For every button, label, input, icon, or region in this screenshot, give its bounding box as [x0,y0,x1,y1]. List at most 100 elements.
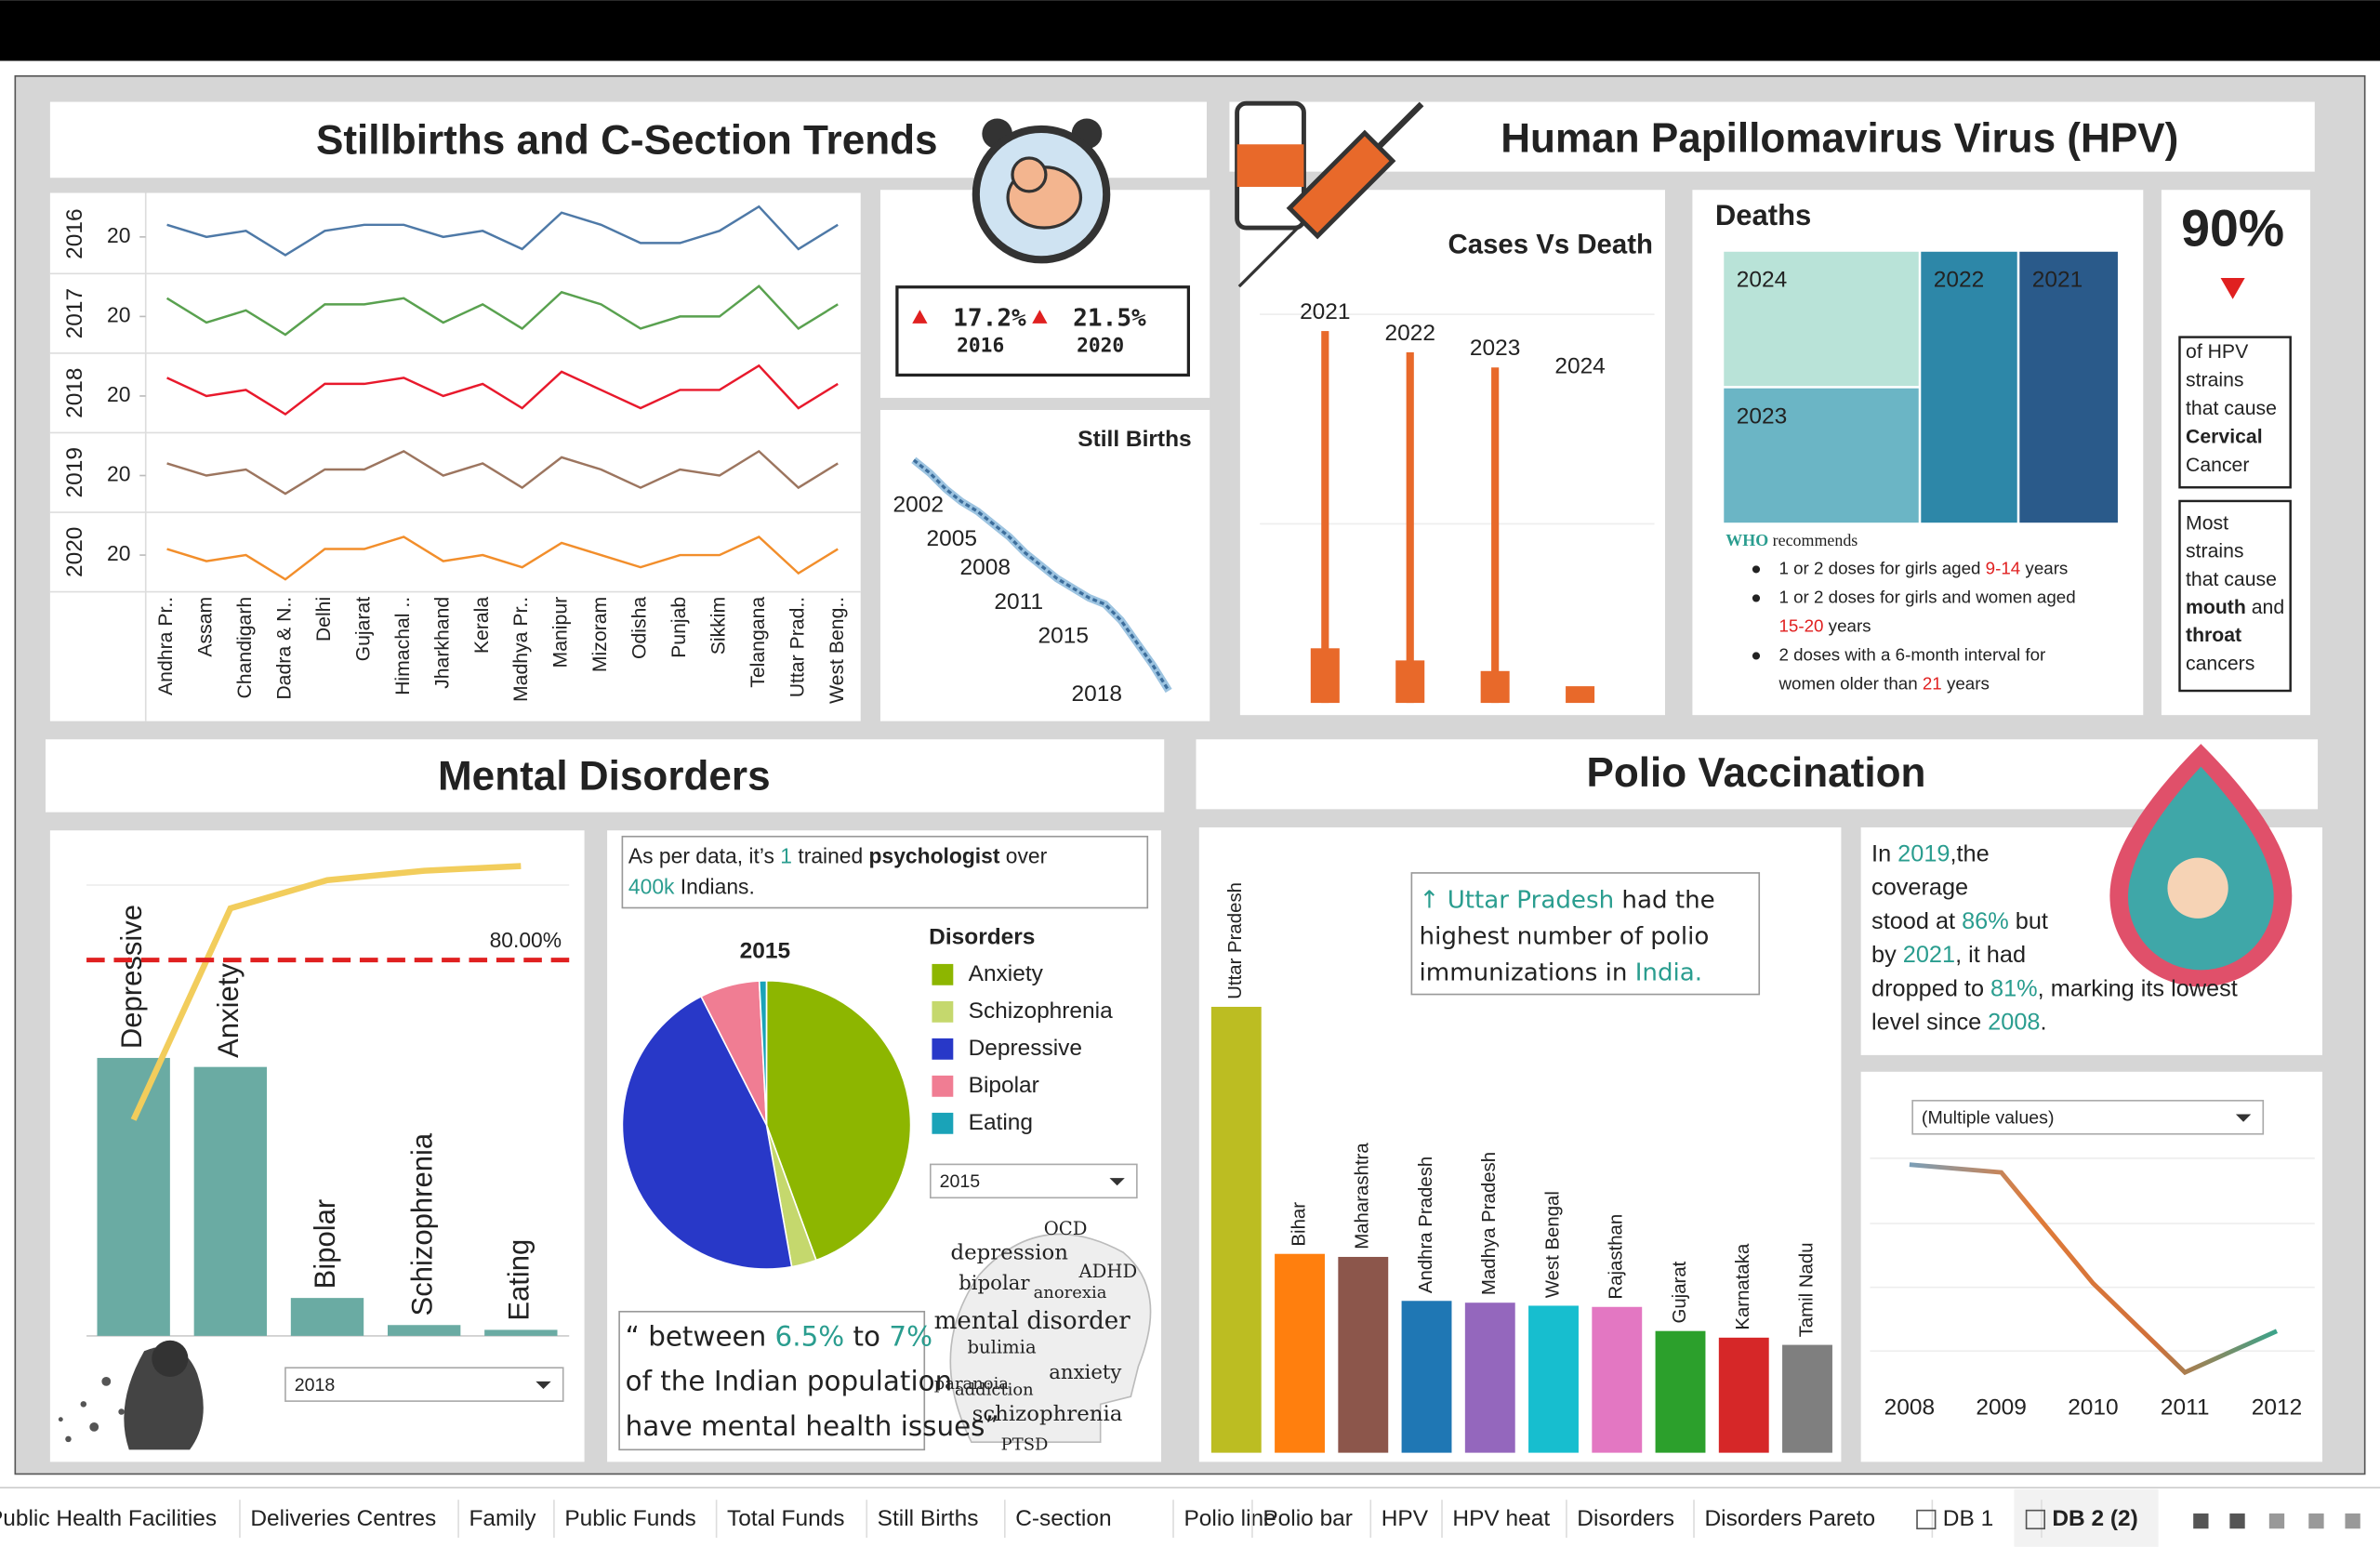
chart-title: Cases Vs Death [1448,229,1653,259]
note-text: highest number of polio [1420,922,1710,950]
bar [1210,1006,1262,1453]
polio-text-part: dropped to [1871,975,1990,1001]
who-bullet: 15-20 years [1778,615,1871,635]
dropdown [1911,1100,2265,1135]
figure-head [152,1340,189,1377]
tab[interactable]: Polio line [1183,1506,1276,1531]
bullet [1752,565,1761,574]
who-heading-part: WHO [1726,531,1768,549]
nav-button[interactable] [2268,1513,2285,1529]
note-text: As per data, it’s 1 trained psychologist… [628,844,1048,868]
treemap-label: 2022 [1934,268,1984,293]
tab[interactable]: DB 1 [1943,1506,1993,1531]
bar-label: Anxiety [212,963,245,1058]
bar-label: Depressive [115,905,148,1049]
legend-swatch [932,963,954,985]
quote-text: of the Indian population [626,1365,953,1396]
dropdown [930,1163,1138,1199]
pie-slice [758,980,768,1126]
tab[interactable]: C-section [1015,1506,1111,1531]
nav-button[interactable] [2308,1513,2324,1529]
who-bullet: women older than 21 years [1778,673,1989,693]
nav-button[interactable] [2229,1513,2245,1529]
note-box [1410,872,1761,996]
bar-label: West Bengal [1542,1191,1563,1298]
x-tick-label: Kerala [471,597,493,654]
tab[interactable]: Polio bar [1263,1506,1353,1531]
bar [1480,670,1510,704]
stat-text: strains [2186,369,2244,390]
polio-text-part: by [1871,942,1903,968]
legend-label: Bipolar [969,1073,1039,1098]
y-tick-label: 20 [107,462,130,486]
polio-text: coverage [1871,874,1968,900]
note-text-part: As per data, it’s [628,844,780,868]
quote-text-part: “ between [626,1320,775,1352]
polio-text-part: . [2040,1009,2046,1035]
silhouette-icon [58,1340,204,1450]
tab[interactable]: Public Funds [564,1506,695,1531]
dropdown-value: 2018 [295,1375,336,1395]
bar-label: Eating [503,1239,536,1321]
tab-icon [1916,1509,1937,1530]
baby-face [2167,857,2228,919]
tab[interactable]: Family [469,1506,536,1531]
bullet [1752,652,1761,660]
wordcloud-word: mental disorder [934,1307,1131,1335]
treemap-cell [1721,386,1922,525]
kpi-value: 17.2% [953,305,1026,333]
stat-text-part: that cause [2186,398,2277,419]
stat-text: strains [2186,540,2244,562]
quote-text-part: 7% [889,1320,932,1352]
polio-text-part: stood at [1871,908,1962,934]
x-tick-label: Chandigarh [234,597,256,699]
kpi-box [895,285,1190,377]
who-bullet-part: 1 or 2 doses for girls and women aged [1778,587,2075,606]
bar [1310,648,1340,704]
polio-text-part: , marking its lowest [2038,975,2238,1001]
line-series [166,364,839,416]
treemap-label: 2024 [1737,268,1787,293]
tab[interactable]: Disorders [1577,1506,1674,1531]
chart-title: Deaths [1715,199,1811,231]
x-tick-label: Odisha [629,597,651,659]
tab[interactable]: Public Health Facilities [0,1506,217,1531]
tab[interactable]: HPV heat [1452,1506,1550,1531]
tab[interactable]: Disorders Pareto [1704,1506,1875,1531]
who-bullet-part: 9-14 [1986,558,2021,577]
stat-text-part: Cervical [2186,426,2263,447]
bar-label: Andhra Pradesh [1416,1157,1436,1293]
tab[interactable]: Deliveries Centres [250,1506,436,1531]
tab[interactable]: DB 2 (2) [2052,1506,2137,1531]
x-tick-label: Gujarat [352,597,374,662]
quote-box [618,1310,926,1451]
quote-text: have mental health issues” [626,1409,999,1441]
tab[interactable]: Still Births [878,1506,979,1531]
section-title: Polio Vaccination [1586,750,1925,796]
who-bullet: 1 or 2 doses for girls aged 9-14 years [1778,558,2068,577]
bar [193,1066,268,1336]
x-tick-label: Himachal .. [392,597,414,695]
active-tab [2014,1488,2159,1547]
nav-button[interactable] [2345,1513,2360,1529]
x-tick-label: 2012 [2252,1395,2302,1421]
tab[interactable]: HPV [1382,1506,1429,1531]
note-text-part: over [999,844,1047,868]
dropdown-caret [2235,1114,2252,1122]
nav-button[interactable] [2193,1513,2209,1529]
tab[interactable]: Total Funds [727,1506,844,1531]
row-label: 2018 [62,367,87,417]
wordcloud-word: OCD [1044,1218,1088,1239]
head-icon [949,1233,1152,1443]
x-tick-label: 2008 [960,555,1011,580]
dropdown-caret [1109,1178,1125,1186]
who-bullet: 1 or 2 doses for girls and women aged [1778,587,2075,606]
clock-icon [972,118,1111,264]
cumulative-line [130,863,522,1121]
note-text: immunizations in India. [1420,959,1703,986]
legend-title: Disorders [929,925,1035,950]
treemap-label: 2021 [2032,268,2082,293]
bar-label: Schizophrenia [405,1132,438,1316]
bar-label: Madhya Pradesh [1479,1152,1500,1295]
note-text: ↑ Uttar Pradesh had the [1420,886,1715,914]
